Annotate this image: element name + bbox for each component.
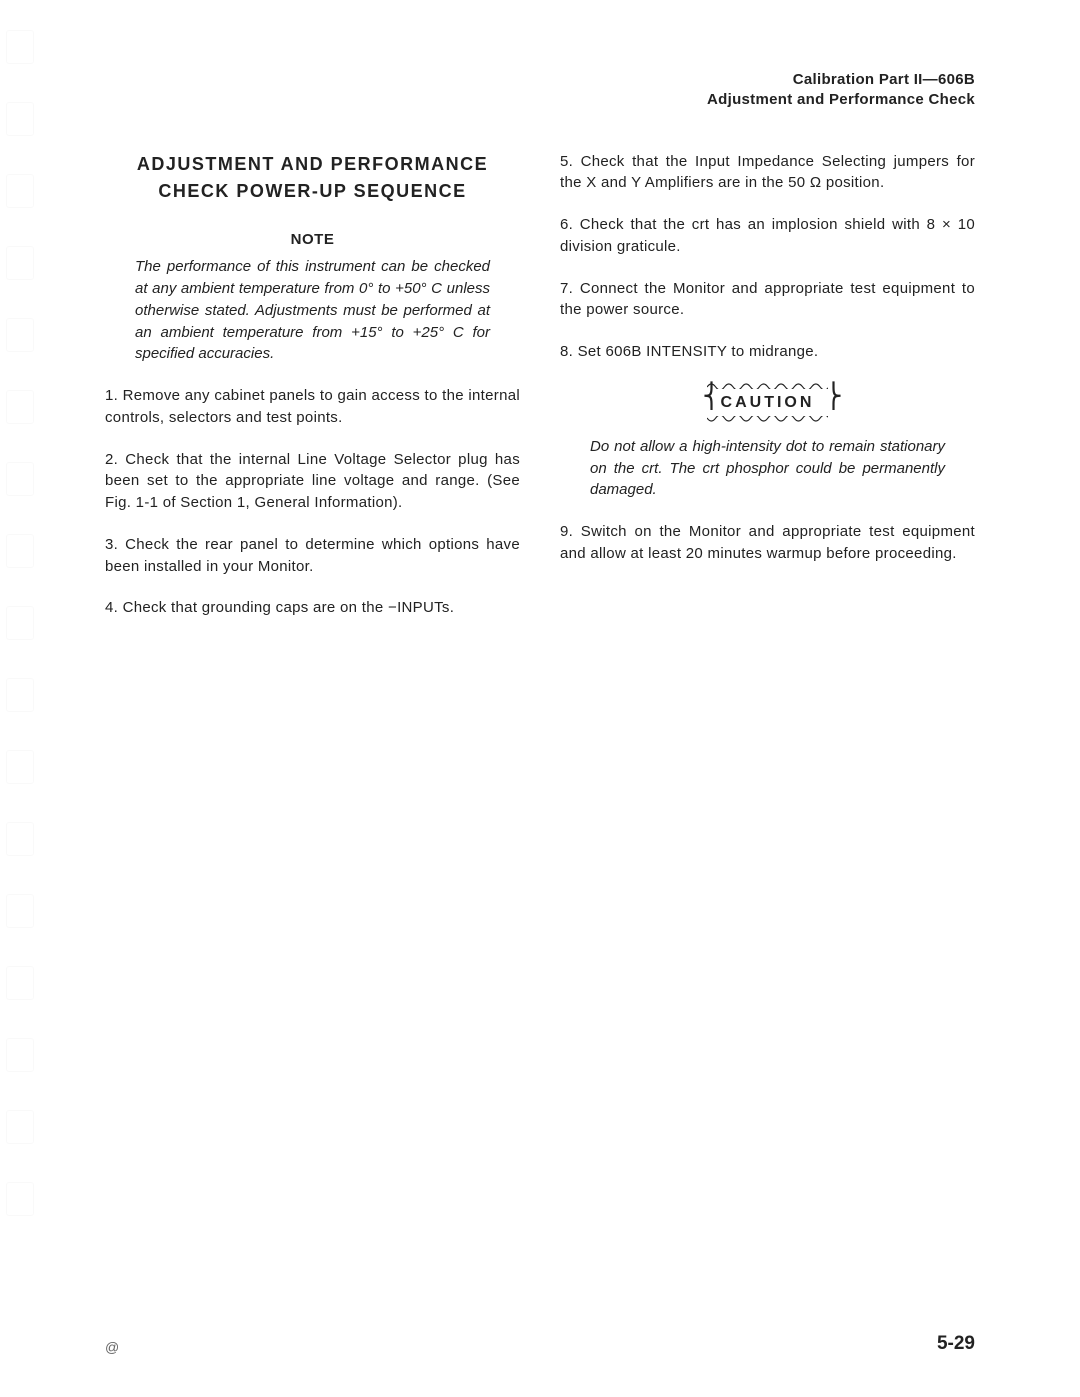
caution-border-top [707,381,829,389]
binding-hole [6,30,34,64]
step-7: 7. Connect the Monitor and appropriate t… [560,278,975,322]
caution-border-bottom [707,416,829,424]
binding-hole [6,462,34,496]
binding-hole [6,894,34,928]
left-column: ADJUSTMENT AND PERFORMANCE CHECK POWER-U… [105,151,520,640]
binding-hole [6,174,34,208]
binding-hole [6,102,34,136]
binding-hole [6,678,34,712]
title-line2: CHECK POWER-UP SEQUENCE [105,178,520,205]
binding-hole [6,1182,34,1216]
note-heading: NOTE [105,229,520,251]
binding-hole [6,1038,34,1072]
two-column-layout: ADJUSTMENT AND PERFORMANCE CHECK POWER-U… [105,151,975,640]
step-4: 4. Check that grounding caps are on the … [105,597,520,619]
page-number: 5-29 [937,1333,975,1355]
caution-brace-left: ⎨ [703,385,711,420]
binding-hole [6,966,34,1000]
binding-hole [6,246,34,280]
page-footer: @ 5-29 [105,1333,975,1355]
caution-frame: ⎨ CAUTION ⎬ [707,383,829,422]
binding-hole [6,750,34,784]
step-3: 3. Check the rear panel to determine whi… [105,534,520,578]
step-6: 6. Check that the crt has an implosion s… [560,214,975,258]
page-header: Calibration Part II—606B Adjustment and … [105,70,975,111]
binding-hole [6,1110,34,1144]
caution-box: ⎨ CAUTION ⎬ [560,383,975,422]
caution-label: CAUTION [721,394,815,411]
binding-holes [0,30,40,1254]
step-8: 8. Set 606B INTENSITY to midrange. [560,341,975,363]
caution-body: Do not allow a high-intensity dot to rem… [590,436,945,501]
right-column: 5. Check that the Input Impedance Select… [560,151,975,640]
footer-left: @ [105,1339,119,1355]
caution-brace-right: ⎬ [824,385,832,420]
title-line1: ADJUSTMENT AND PERFORMANCE [105,151,520,178]
binding-hole [6,390,34,424]
step-1: 1. Remove any cabinet panels to gain acc… [105,385,520,429]
step-5: 5. Check that the Input Impedance Select… [560,151,975,195]
step-9: 9. Switch on the Monitor and appropriate… [560,521,975,565]
step-2: 2. Check that the internal Line Voltage … [105,449,520,514]
binding-hole [6,534,34,568]
binding-hole [6,606,34,640]
section-title: ADJUSTMENT AND PERFORMANCE CHECK POWER-U… [105,151,520,205]
binding-hole [6,318,34,352]
header-line2: Adjustment and Performance Check [105,90,975,110]
header-line1: Calibration Part II—606B [105,70,975,90]
note-body: The performance of this instrument can b… [135,256,490,365]
page-content: Calibration Part II—606B Adjustment and … [105,70,975,639]
binding-hole [6,822,34,856]
